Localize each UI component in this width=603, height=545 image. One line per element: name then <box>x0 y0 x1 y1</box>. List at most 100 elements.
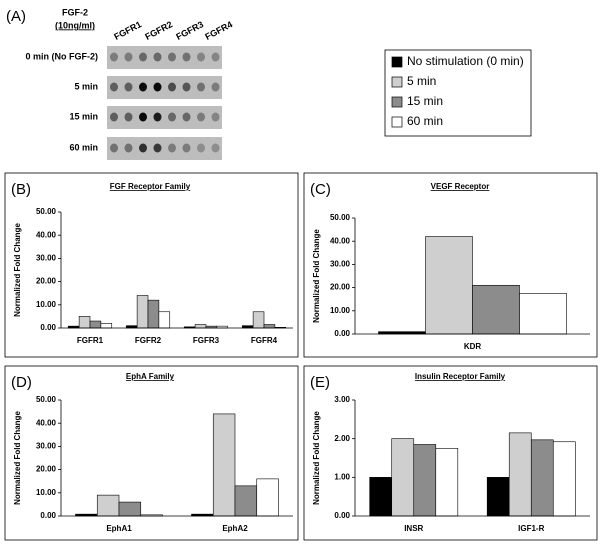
blot-spot <box>110 112 118 122</box>
blot-spot <box>168 82 176 92</box>
bar <box>147 299 160 329</box>
blot-spot <box>182 112 191 122</box>
treatment: FGF-2 <box>62 7 88 17</box>
legend-swatch <box>391 96 403 108</box>
chart-title: EphA Family <box>126 372 175 381</box>
bar <box>194 324 207 329</box>
bar <box>413 444 437 517</box>
bar <box>136 295 149 329</box>
y-axis-label: Normalized Fold Change <box>312 229 321 323</box>
bar <box>369 477 393 517</box>
blot-spot <box>153 143 162 153</box>
bar <box>472 284 520 335</box>
legend-box <box>384 49 532 137</box>
blot-spot <box>139 112 147 122</box>
blot-spot <box>182 82 191 92</box>
blot-spot <box>153 82 162 92</box>
blot-spot <box>110 52 118 62</box>
blot-spot <box>211 143 220 153</box>
blot-spot <box>168 143 176 153</box>
blot-spot <box>211 52 220 62</box>
bar <box>530 439 554 517</box>
bar <box>78 316 91 329</box>
blot-column-label: FGFR2 <box>143 19 174 42</box>
bar <box>552 441 576 517</box>
bar <box>486 477 510 517</box>
y-tick-label: 3.00 <box>334 395 350 404</box>
x-tick-label: EphA1 <box>106 524 132 533</box>
y-tick-label: 0.00 <box>334 329 350 338</box>
blot-spot <box>197 52 205 62</box>
legend-label: No stimulation (0 min) <box>407 54 524 68</box>
legend-label: 5 min <box>407 74 436 88</box>
y-tick-label: 30.00 <box>330 260 351 269</box>
blot-spot <box>153 52 162 62</box>
dose: (10ng/ml) <box>55 20 95 30</box>
y-tick-label: 2.00 <box>334 434 350 443</box>
y-tick-label: 20.00 <box>36 277 57 286</box>
legend-swatch <box>391 56 403 68</box>
legend-label: 60 min <box>407 114 443 128</box>
y-tick-label: 10.00 <box>36 488 57 497</box>
y-tick-label: 10.00 <box>36 300 57 309</box>
blot-spot <box>168 112 176 122</box>
blot-spot <box>182 52 191 62</box>
bar <box>234 485 258 517</box>
y-tick-label: 40.00 <box>36 230 57 239</box>
x-tick-label: KDR <box>464 342 482 351</box>
x-tick-label: FGFR1 <box>77 336 104 345</box>
blot-spot <box>124 143 133 153</box>
panel-label: (C) <box>310 181 331 198</box>
y-tick-label: 50.00 <box>36 395 57 404</box>
blot-row-label: 60 min <box>69 142 98 152</box>
blot-spot <box>211 82 220 92</box>
bar <box>118 501 142 517</box>
legend-swatch <box>391 76 403 88</box>
chart-title: FGF Receptor Family <box>110 182 191 191</box>
y-tick-label: 0.00 <box>40 323 56 332</box>
blot-column-label: FGFR3 <box>174 19 205 42</box>
blot-spot <box>197 143 205 153</box>
blot-spot <box>168 52 176 62</box>
bar <box>256 478 279 517</box>
blot-strip <box>107 137 222 160</box>
blot-spot <box>124 82 133 92</box>
blot-spot <box>124 112 133 122</box>
y-tick-label: 20.00 <box>330 283 351 292</box>
y-tick-label: 1.00 <box>334 472 350 481</box>
legend-label: 15 min <box>407 94 443 108</box>
blot-spot <box>139 143 147 153</box>
legend-swatch <box>391 116 403 128</box>
blot-spot <box>211 112 220 122</box>
blot-spot <box>139 82 147 92</box>
blot-column-label: FGFR1 <box>112 19 143 42</box>
blot-spot <box>110 82 118 92</box>
y-tick-label: 50.00 <box>330 213 351 222</box>
bar <box>263 324 276 329</box>
y-tick-label: 40.00 <box>36 418 57 427</box>
blot-strip <box>107 46 222 69</box>
panel-label: (D) <box>11 374 32 391</box>
panel-label: (A) <box>6 8 26 25</box>
blot-row-label: 5 min <box>74 81 98 91</box>
bar <box>508 432 532 517</box>
x-tick-label: INSR <box>404 524 423 533</box>
y-tick-label: 30.00 <box>36 254 57 263</box>
x-tick-label: IGF1-R <box>518 524 544 533</box>
panel-label: (E) <box>310 374 330 391</box>
y-axis-label: Normalized Fold Change <box>13 223 22 317</box>
chart-title: Insulin Receptor Family <box>415 372 506 381</box>
y-tick-label: 10.00 <box>330 306 351 315</box>
bar <box>212 413 236 517</box>
blot-spot <box>124 52 133 62</box>
bar <box>100 323 113 329</box>
blot-strip <box>107 76 222 99</box>
bar <box>158 311 171 329</box>
x-tick-label: EphA2 <box>222 524 248 533</box>
y-tick-label: 30.00 <box>36 442 57 451</box>
y-tick-label: 50.00 <box>36 207 57 216</box>
y-tick-label: 40.00 <box>330 236 351 245</box>
bar <box>252 311 265 329</box>
blot-spot <box>139 52 147 62</box>
y-tick-label: 20.00 <box>36 465 57 474</box>
